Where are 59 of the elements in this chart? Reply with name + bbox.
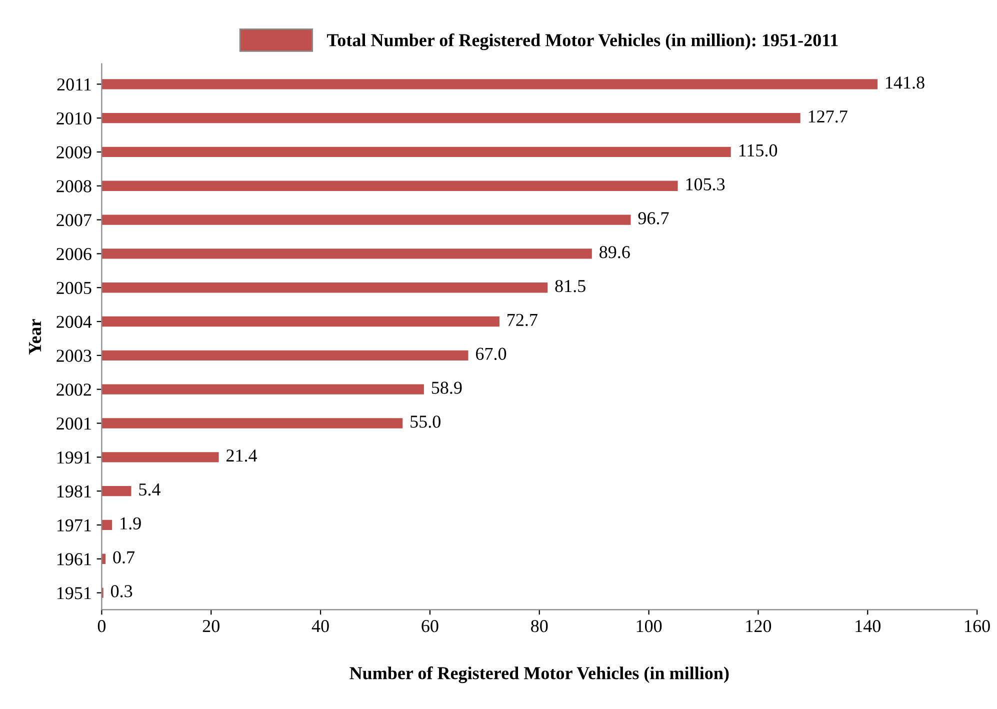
y-tick-label: 2007: [56, 214, 92, 226]
bar: [102, 316, 500, 327]
x-tick-label: 20: [202, 620, 220, 632]
y-tick-label: 1951: [57, 587, 91, 600]
data-label: 105.3: [686, 178, 725, 190]
data-label: 81.5: [555, 280, 586, 292]
data-label: 115.0: [739, 144, 778, 157]
y-tick-label: 2004: [56, 316, 92, 328]
data-label: 141.8: [886, 76, 924, 89]
y-tick-label: 2009: [56, 146, 92, 158]
data-label: 127.7: [808, 110, 848, 123]
data-label: 96.7: [638, 212, 669, 224]
bar: [102, 112, 800, 124]
x-tick-label: 60: [422, 620, 438, 632]
y-tick-label: 2001: [56, 418, 91, 430]
data-label: 5.4: [139, 484, 160, 496]
legend-label: Total Number of Registered Motor Vehicles (in million): 1951-2011: [327, 33, 838, 50]
bar: [102, 350, 468, 361]
data-label: 55.0: [410, 416, 440, 428]
x-tick-label: 160: [965, 620, 990, 632]
x-tick-label: 0: [98, 620, 106, 632]
y-axis-title: Year: [29, 319, 42, 354]
y-tick-label: 2010: [56, 112, 92, 125]
y-tick-label: 2002: [56, 384, 91, 396]
bar: [102, 248, 592, 259]
y-tick-label: 2008: [56, 180, 92, 192]
data-label: 0.3: [110, 585, 132, 598]
y-tick-label: 2003: [56, 350, 92, 362]
y-tick-label: 2005: [56, 282, 92, 294]
bar: [102, 418, 403, 428]
data-label: 1.9: [120, 517, 141, 530]
bar: [102, 282, 548, 293]
bar: [102, 554, 106, 564]
y-tick-label: 2011: [57, 78, 91, 91]
bar: [102, 79, 878, 90]
data-label: 0.7: [113, 551, 135, 564]
x-tick-label: 80: [531, 620, 548, 632]
bar: [102, 520, 112, 530]
data-label: 21.4: [226, 450, 258, 462]
bar: [102, 452, 219, 462]
bar: [102, 180, 678, 191]
y-tick-label: 1991: [57, 451, 91, 464]
data-label: 89.6: [600, 246, 630, 258]
x-tick-label: 120: [746, 620, 772, 632]
x-tick-label: 100: [636, 620, 662, 632]
data-label: 67.0: [476, 348, 506, 360]
y-tick-label: 2006: [56, 248, 92, 260]
bar: [102, 486, 132, 496]
y-tick-label: 1971: [57, 519, 91, 532]
bar: [102, 146, 731, 158]
x-tick-label: 40: [312, 620, 329, 632]
y-tick-label: 1961: [57, 553, 91, 566]
y-tick-label: 1981: [57, 485, 91, 498]
bar: [102, 214, 631, 225]
data-label: 72.7: [508, 314, 538, 326]
data-label: 58.9: [432, 382, 462, 394]
x-axis-title: Number of Registered Motor Vehicles (in million): [350, 666, 729, 684]
bar: [102, 384, 424, 394]
x-tick-label: 140: [856, 620, 880, 632]
